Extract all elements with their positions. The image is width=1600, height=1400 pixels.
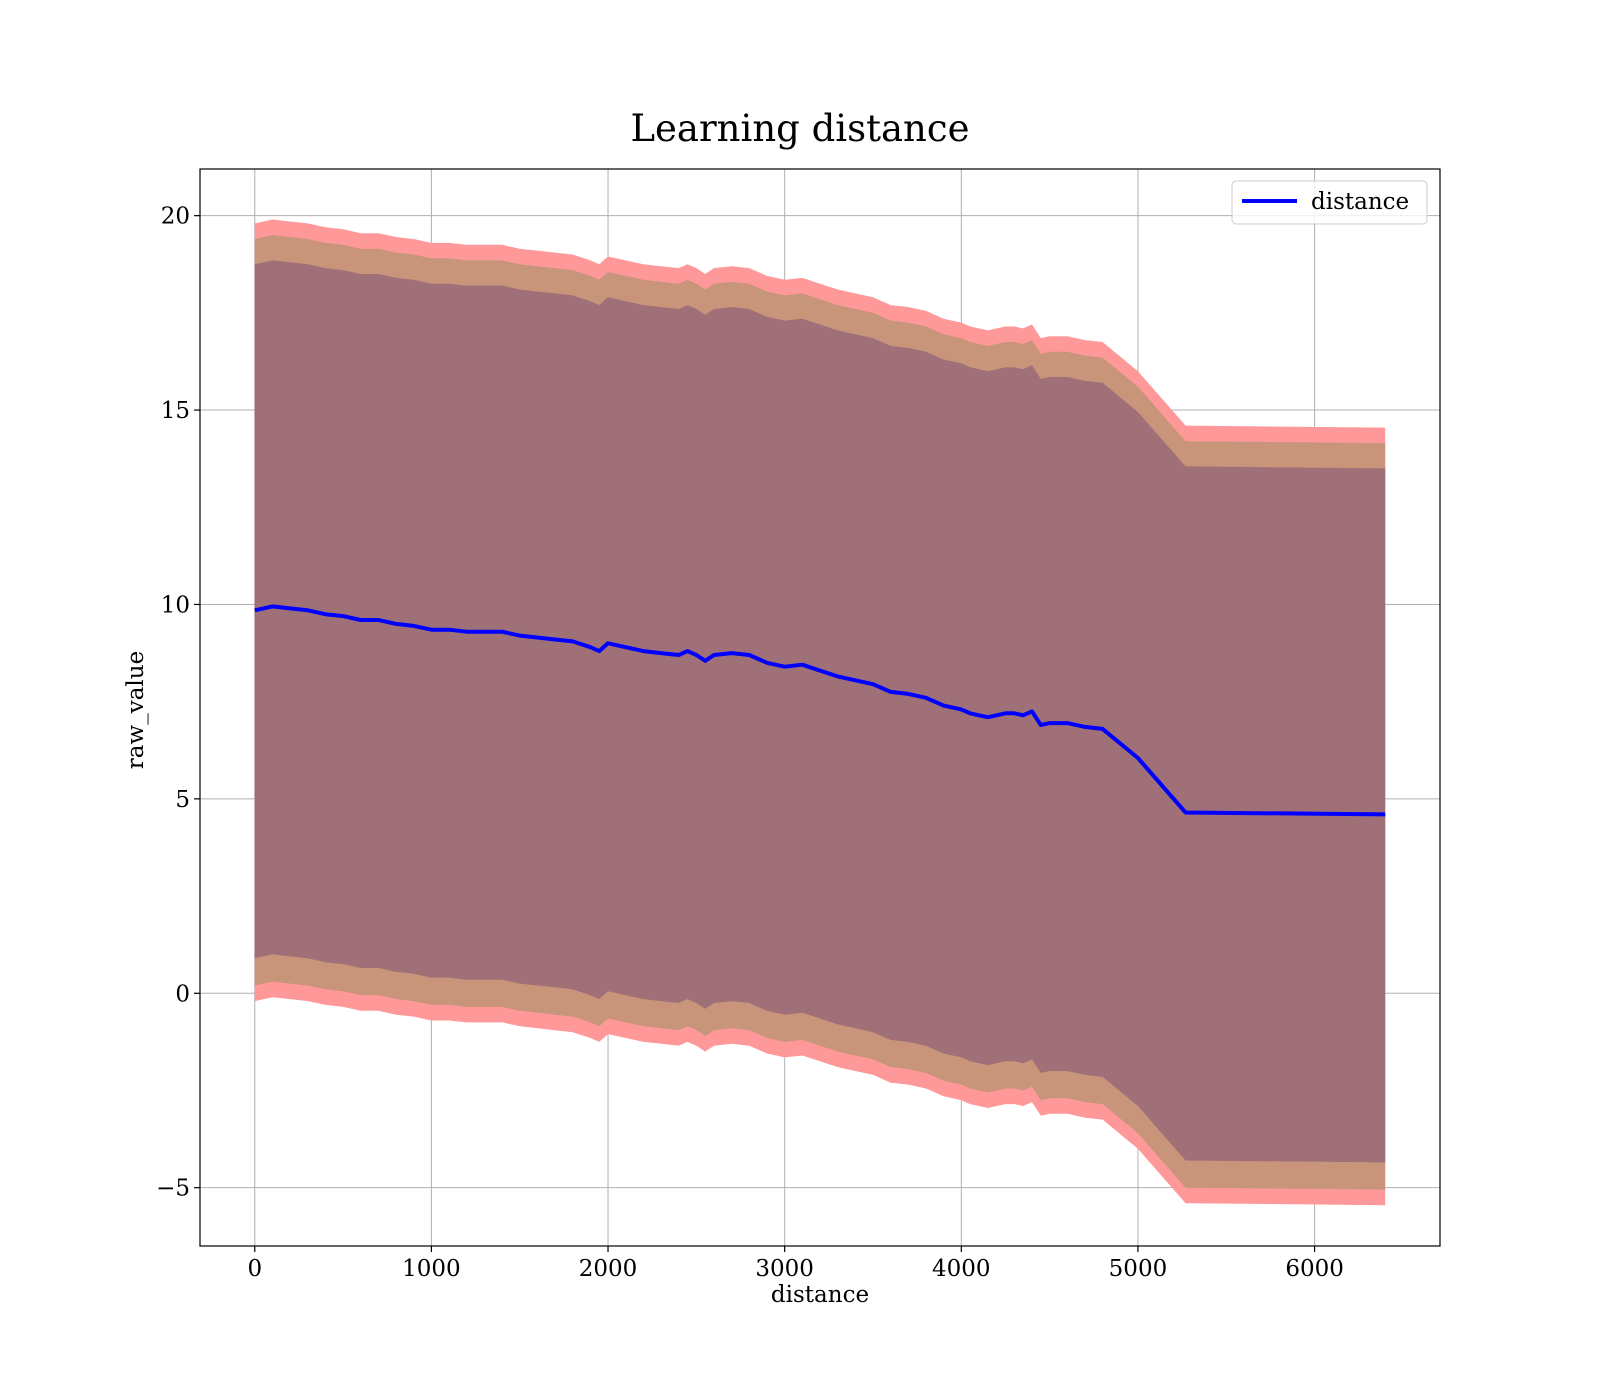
y-tick-label: −5 [156, 1176, 190, 1202]
x-tick-label: 0 [247, 1256, 262, 1282]
x-tick-label: 4000 [932, 1256, 991, 1282]
legend-box [1231, 180, 1428, 225]
x-tick-label: 5000 [1109, 1256, 1168, 1282]
confidence-bands [254, 219, 1386, 1206]
x-tick-label: 1000 [402, 1256, 461, 1282]
axis-ticks: 0 1000 2000 3000 4000 5000 6000 −5 0 5 10 15 20 [156, 204, 1344, 1282]
x-tick-label: 3000 [755, 1256, 814, 1282]
series-lines [254, 604, 1386, 817]
legend: distance [1231, 180, 1428, 225]
y-tick-label: 5 [175, 787, 190, 813]
x-tick-label: 2000 [579, 1256, 638, 1282]
y-tick-label: 0 [175, 981, 190, 1007]
series-line-distance [254, 604, 1386, 817]
legend-label-distance: distance [1311, 189, 1409, 215]
y-axis-label: raw_value [123, 651, 149, 769]
plot-frame [199, 168, 1441, 1247]
band-inner [254, 260, 1386, 1163]
y-tick-label: 15 [161, 398, 190, 424]
y-tick-label: 10 [161, 592, 190, 618]
y-tick-label: 20 [161, 204, 190, 230]
plot-area: 0 1000 2000 3000 4000 5000 6000 −5 0 5 10 15 20 [156, 168, 1441, 1282]
x-axis-label: distance [771, 1282, 869, 1308]
chart-title: Learning distance [630, 107, 969, 150]
x-tick-label: 6000 [1285, 1256, 1344, 1282]
